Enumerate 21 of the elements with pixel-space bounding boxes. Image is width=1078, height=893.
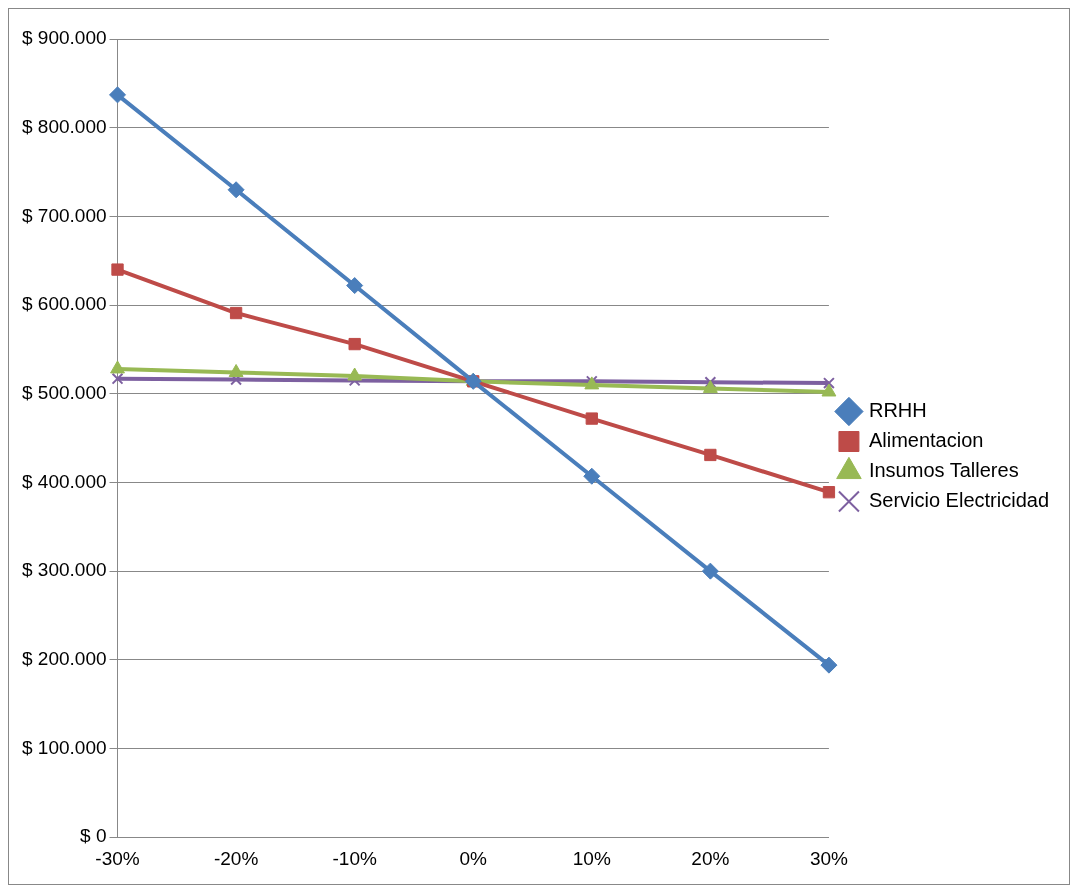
legend-label: Insumos Talleres: [868, 459, 1019, 482]
legend-label: Alimentacion: [868, 429, 984, 452]
x-tick-label: 10%: [572, 847, 611, 869]
x-tick-label: 30%: [809, 847, 849, 869]
legend-label: RRHH: [868, 399, 927, 422]
x-tick-label: -20%: [213, 847, 259, 869]
x-tick-label: 0%: [459, 847, 488, 869]
y-tick-label: $ 500.000: [21, 381, 107, 403]
legend-label: Servicio Electricidad: [868, 489, 1050, 512]
y-tick-label: $ 900.000: [21, 27, 107, 49]
y-tick-label: $ 800.000: [21, 115, 107, 137]
y-tick-label: $ 200.000: [21, 648, 107, 670]
y-tick-label: $ 700.000: [21, 204, 107, 226]
y-tick-label: $ 300.000: [21, 559, 107, 581]
y-tick-label: $ 100.000: [21, 736, 107, 758]
y-tick-label: $ 600.000: [21, 293, 107, 315]
y-tick-label: $ 0: [80, 825, 107, 847]
x-tick-label: -10%: [332, 847, 377, 869]
y-tick-label: $ 400.000: [21, 470, 107, 492]
x-tick-label: -30%: [95, 847, 140, 869]
x-tick-label: 20%: [691, 847, 730, 869]
